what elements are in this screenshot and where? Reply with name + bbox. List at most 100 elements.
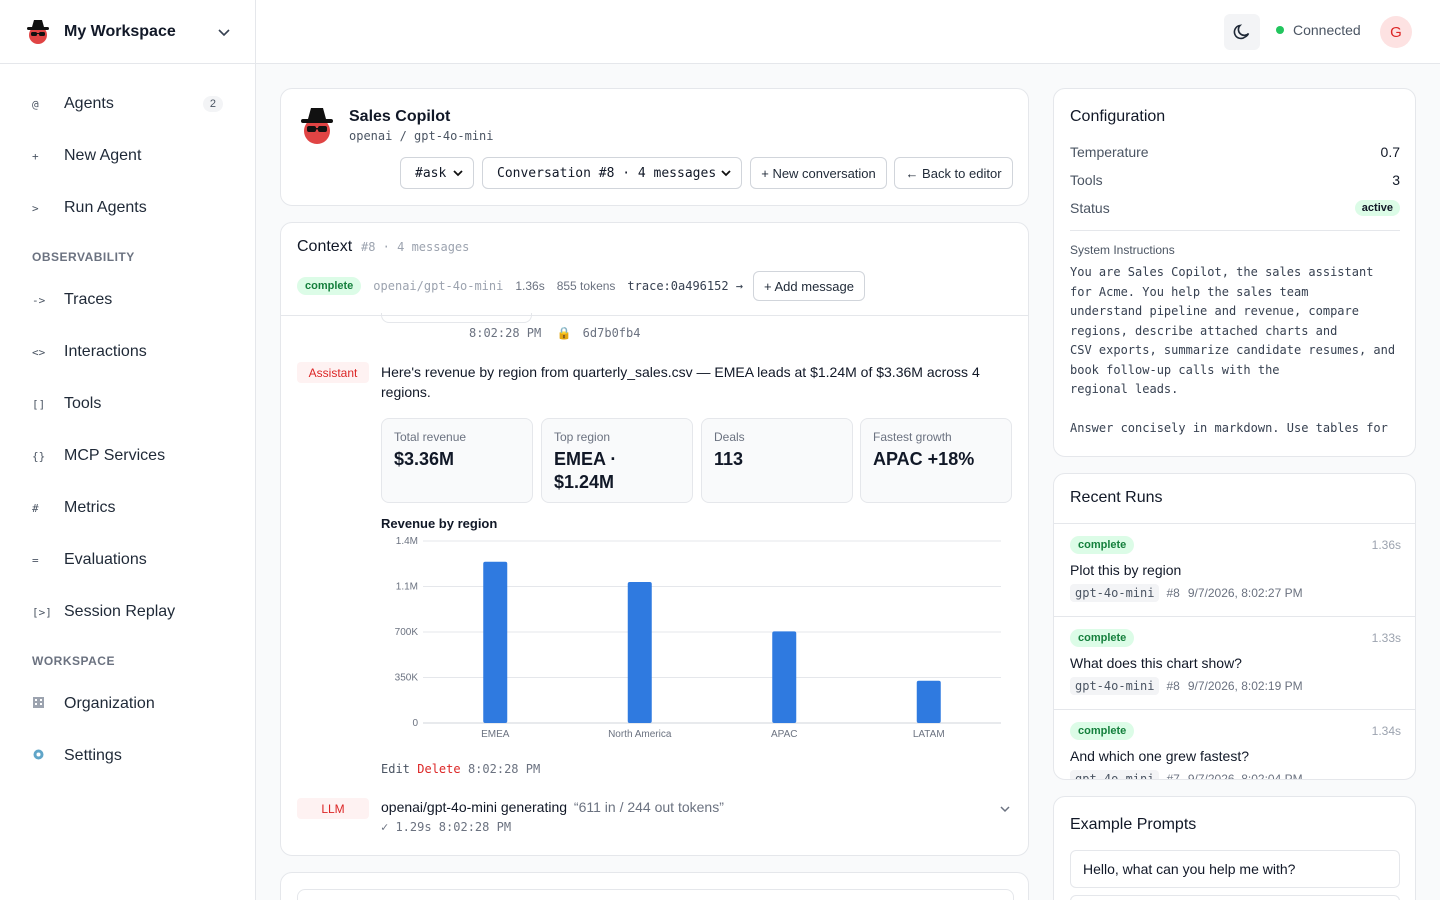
previous-message-meta: 8:02:28 PM 🔒 6d7b0fb4 [469, 326, 640, 340]
bar [483, 561, 508, 723]
x-tick-label: North America [608, 729, 672, 740]
message-time: 8:02:28 PM [467, 762, 541, 776]
run-model-chip: gpt-4o-mini [1070, 677, 1160, 695]
edit-button[interactable]: Edit [381, 762, 410, 776]
sidebar-item-interactions[interactable]: <> Interactions [0, 326, 255, 378]
recent-runs-title: Recent Runs [1070, 489, 1163, 506]
sidebar-item-label: Metrics [64, 499, 116, 516]
x-tick-label: LATAM [913, 729, 945, 740]
trace-link[interactable]: trace:0a496152 → [627, 279, 744, 293]
sidebar-item-settings[interactable]: Settings [0, 730, 255, 782]
bar [627, 581, 652, 723]
chevron-down-icon [721, 170, 731, 177]
new-conversation-button[interactable]: + New conversation [750, 157, 887, 189]
context-duration: 1.36s [515, 279, 545, 293]
sidebar-item-new-agent[interactable]: + New Agent [0, 130, 255, 182]
message-input[interactable] [297, 889, 1014, 900]
agent-logo-icon [27, 19, 49, 44]
x-tick-label: APAC [771, 729, 798, 740]
example-prompt-button[interactable] [1070, 895, 1400, 900]
stat-label: Deals [714, 430, 745, 444]
agent-model: openai / gpt-4o-mini [349, 129, 494, 143]
bar [916, 680, 941, 723]
command-select-value: #ask [415, 165, 447, 181]
status-badge: complete [1070, 722, 1135, 740]
add-message-button[interactable]: + Add message [753, 271, 865, 301]
llm-status-sub: ✓ 1.29s 8:02:28 PM [381, 820, 512, 834]
chart-title: Revenue by region [381, 516, 498, 531]
run-item[interactable]: complete 1.33s What does this chart show… [1054, 616, 1415, 709]
sidebar-item-evaluations[interactable]: = Evaluations [0, 534, 255, 586]
context-model: openai/gpt-4o-mini [373, 279, 504, 293]
llm-role-badge: LLM [297, 798, 369, 819]
section-workspace: WORKSPACE [32, 654, 115, 668]
run-time: 9/7/2026, 8:02:19 PM [1187, 679, 1303, 693]
theme-toggle-button[interactable] [1224, 14, 1260, 50]
sidebar-item-organization[interactable]: Organization [0, 678, 255, 730]
sidebar-item-label: Tools [64, 395, 102, 412]
run-model-chip: gpt-4o-mini [1070, 584, 1160, 602]
workspace-switcher[interactable]: My Workspace [0, 0, 255, 64]
config-key: Status [1070, 200, 1110, 216]
section-observability: OBSERVABILITY [32, 250, 135, 264]
stat-value: EMEA · $1.24M [554, 449, 617, 492]
connection-status: Connected [1276, 22, 1361, 38]
revenue-chart: 0 350K 700K 1.1M 1.4M EMEA North America APAC LA… [395, 536, 1001, 740]
config-row-tools: Tools 3 [1070, 172, 1400, 188]
previous-message-edge [381, 313, 532, 323]
sidebar-item-label: Run Agents [64, 199, 147, 216]
delete-button[interactable]: Delete [417, 762, 461, 776]
conversation-select-value: Conversation #8 · 4 messages [497, 165, 717, 181]
sidebar-item-mcp-services[interactable]: {} MCP Services [0, 430, 255, 482]
sidebar-item-session-replay[interactable]: [>] Session Replay [0, 586, 255, 638]
bar [772, 631, 797, 723]
connection-status-label: Connected [1293, 22, 1361, 38]
run-duration: 1.34s [1371, 724, 1401, 738]
context-card: Context #8 · 4 messages complete openai/… [280, 222, 1029, 856]
message-composer-card [280, 872, 1029, 900]
command-select[interactable]: #ask [400, 157, 474, 189]
previous-message-hash: 6d7b0fb4 [582, 326, 641, 340]
config-value: 3 [1392, 172, 1400, 188]
example-prompts-title: Example Prompts [1070, 816, 1197, 833]
tools-icon: [] [32, 397, 46, 411]
run-item[interactable]: complete 1.34s And which one grew fastes… [1054, 709, 1415, 779]
user-avatar[interactable]: G [1380, 16, 1412, 48]
agents-icon: @ [32, 97, 39, 111]
message-actions: Edit Delete 8:02:28 PM [381, 762, 540, 776]
example-prompt-button[interactable]: Hello, what can you help me with? [1070, 850, 1400, 888]
workspace-title: My Workspace [64, 22, 176, 40]
back-to-editor-button[interactable]: ← Back to editor [894, 157, 1013, 189]
run-meta: gpt-4o-mini #8 9/7/2026, 8:02:19 PM [1070, 677, 1303, 695]
stat-card-fastest-growth: Fastest growth APAC +18% [860, 418, 1012, 503]
config-key: Temperature [1070, 144, 1149, 160]
sidebar-item-label: Traces [64, 291, 113, 308]
chevron-down-icon[interactable] [999, 803, 1011, 815]
run-time: 9/7/2026, 8:02:27 PM [1187, 586, 1303, 600]
sidebar-item-label: Organization [64, 695, 155, 712]
assistant-role-badge: Assistant [297, 362, 369, 383]
topbar: Connected G [256, 0, 1440, 64]
sidebar-item-metrics[interactable]: # Metrics [0, 482, 255, 534]
x-tick-label: EMEA [481, 729, 510, 740]
lock-icon: 🔒 [556, 326, 572, 340]
run-item[interactable]: complete 1.36s Plot this by region gpt-4… [1054, 523, 1415, 616]
context-title: Context [297, 238, 353, 255]
status-badge: complete [1070, 536, 1135, 554]
sidebar-item-run-agents[interactable]: > Run Agents [0, 182, 255, 234]
sidebar-item-tools[interactable]: [] Tools [0, 378, 255, 430]
divider [1070, 230, 1400, 231]
run-duration: 1.33s [1371, 631, 1401, 645]
sidebar-item-traces[interactable]: -> Traces [0, 274, 255, 326]
conversation-select[interactable]: Conversation #8 · 4 messages [482, 157, 742, 189]
gear-icon [33, 749, 44, 760]
interactions-icon: <> [32, 345, 46, 359]
sidebar-item-label: New Agent [64, 147, 142, 164]
context-tokens: 855 tokens [556, 279, 616, 293]
sidebar-item-agents[interactable]: @ Agents 2 [0, 78, 255, 130]
context-meta-row: complete openai/gpt-4o-mini 1.36s 855 to… [297, 271, 865, 301]
recent-runs-card: Recent Runs complete 1.36s Plot this by … [1053, 473, 1416, 780]
y-tick-label: 1.4M [396, 536, 418, 547]
stat-label: Total revenue [394, 430, 467, 444]
sidebar-item-label: Session Replay [64, 603, 176, 620]
